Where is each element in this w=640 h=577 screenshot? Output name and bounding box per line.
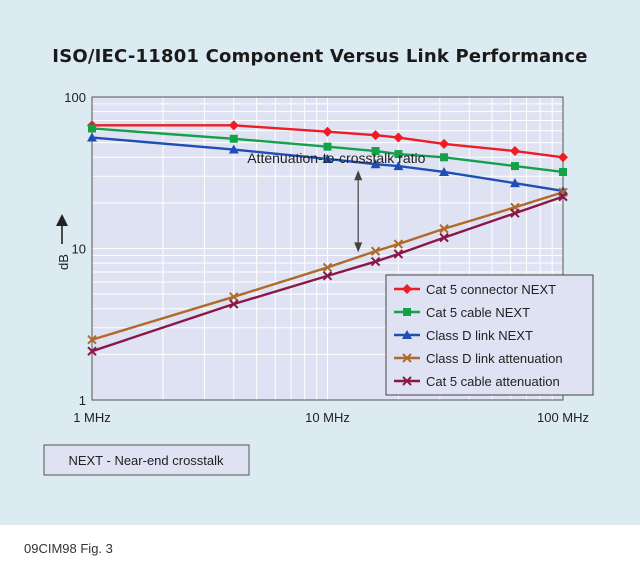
data-point xyxy=(87,132,97,142)
data-point xyxy=(439,166,450,176)
series-line-2 xyxy=(91,127,564,174)
data-point xyxy=(322,262,333,273)
data-point xyxy=(370,159,381,169)
legend-label: Cat 5 cable attenuation xyxy=(426,374,560,389)
data-point xyxy=(229,134,238,143)
series-line-5 xyxy=(91,195,564,353)
legend-label: Cat 5 connector NEXT xyxy=(426,282,556,297)
data-point xyxy=(370,256,381,267)
data-point xyxy=(370,130,381,141)
data-point xyxy=(510,208,520,218)
data-point xyxy=(559,167,567,176)
legend-label: Class D link attenuation xyxy=(426,351,563,366)
y-axis-arrowhead xyxy=(56,214,68,226)
x-tick-label: 1 MHz xyxy=(73,410,111,425)
data-point xyxy=(402,376,412,386)
data-point xyxy=(323,142,332,151)
data-point xyxy=(87,346,97,356)
x-tick-label: 10 MHz xyxy=(305,410,350,425)
data-point xyxy=(403,308,411,316)
data-point xyxy=(558,191,568,202)
data-point xyxy=(228,144,239,154)
data-point xyxy=(509,178,520,188)
note-text: NEXT - Near-end crosstalk xyxy=(68,453,224,468)
data-point xyxy=(402,330,412,339)
annotation-arrowhead-top xyxy=(354,170,363,181)
data-point xyxy=(87,335,97,345)
note-box xyxy=(43,444,250,476)
data-point xyxy=(439,232,449,243)
data-point xyxy=(402,284,412,294)
data-point xyxy=(370,246,381,256)
data-point xyxy=(322,271,333,281)
series-line-4 xyxy=(91,191,564,341)
legend-box xyxy=(385,274,594,396)
series-line-1 xyxy=(92,124,564,159)
data-point xyxy=(439,224,449,234)
y-axis-label: dB xyxy=(56,254,71,270)
figure-caption: 09CIM98 Fig. 3 xyxy=(24,541,113,556)
data-point xyxy=(440,153,449,162)
series-line-3 xyxy=(91,136,564,193)
annotation-arrowhead-bottom xyxy=(354,242,363,253)
data-point xyxy=(229,292,239,302)
annotation-text: Attenuation-to-crosstalk ratio xyxy=(247,150,425,166)
legend-label: Class D link NEXT xyxy=(426,328,533,343)
data-point xyxy=(439,138,450,149)
legend-label: Cat 5 cable NEXT xyxy=(426,305,530,320)
data-point xyxy=(394,150,403,159)
data-point xyxy=(393,249,404,259)
caption-bar xyxy=(0,525,640,577)
data-point xyxy=(510,162,519,171)
data-point xyxy=(228,120,239,131)
data-point xyxy=(393,239,404,249)
y-tick-label: 1 xyxy=(79,393,86,408)
data-point xyxy=(322,153,333,163)
plot-frame xyxy=(91,96,564,401)
chart-svg: 1 MHz 10 MHz 100 MHz 1 10 100 dB Attenuation-to… xyxy=(43,90,594,476)
data-point xyxy=(393,161,404,171)
data-point xyxy=(371,147,380,156)
y-tick-label: 10 xyxy=(72,242,86,257)
data-point xyxy=(509,146,520,157)
data-point xyxy=(88,124,96,133)
data-point xyxy=(402,353,412,363)
data-point xyxy=(393,132,404,143)
chart-title: ISO/IEC-11801 Component Versus Link Perf… xyxy=(52,46,588,67)
y-tick-label: 100 xyxy=(64,90,86,105)
x-tick-label: 100 MHz xyxy=(537,410,589,425)
data-point xyxy=(322,126,333,137)
data-point xyxy=(229,299,239,309)
data-point xyxy=(558,152,568,163)
